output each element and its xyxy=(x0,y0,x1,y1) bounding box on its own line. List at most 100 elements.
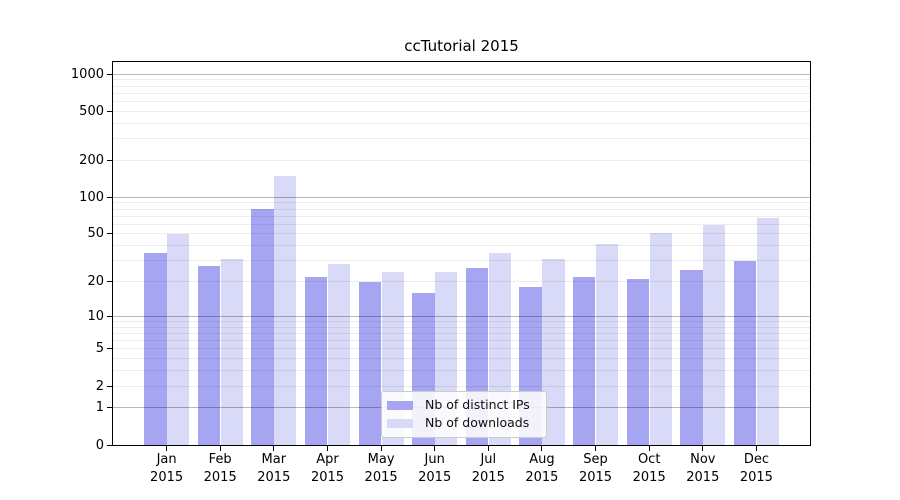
gridline-major xyxy=(113,196,810,198)
gridline-minor xyxy=(113,138,810,139)
y-tick-label: 100 xyxy=(79,189,104,205)
y-tick-mark xyxy=(107,196,112,198)
legend: Nb of distinct IPs Nb of downloads xyxy=(381,391,547,438)
x-tick-label-dec: Dec 2015 xyxy=(739,452,773,485)
bar-downloads-apr xyxy=(328,264,351,445)
gridline-minor xyxy=(113,348,810,350)
legend-item-distinct-ips: Nb of distinct IPs xyxy=(382,396,546,414)
y-tick-label: 0 xyxy=(95,437,104,453)
bar-downloads-nov xyxy=(703,225,726,445)
x-tick-label-aug: Aug 2015 xyxy=(525,452,559,485)
y-tick-label: 50 xyxy=(87,226,104,242)
legend-label-downloads: Nb of downloads xyxy=(425,415,530,430)
x-tick-label-oct: Oct 2015 xyxy=(632,452,666,485)
gridline-minor xyxy=(113,110,810,112)
plot-canvas xyxy=(113,62,810,445)
x-tick-label-nov: Nov 2015 xyxy=(686,452,720,485)
gridline-minor xyxy=(113,85,810,87)
x-tick-mark xyxy=(327,446,328,451)
bar-distinct-ips-mar xyxy=(251,209,274,445)
y-tick-label: 10 xyxy=(87,308,104,324)
gridline-minor xyxy=(113,340,810,341)
gridline-major xyxy=(113,73,810,75)
gridline-minor xyxy=(113,223,810,225)
x-tick-mark xyxy=(273,446,275,451)
legend-swatch-downloads xyxy=(387,418,413,428)
y-tick-mark xyxy=(107,73,112,75)
bar-distinct-ips-feb xyxy=(197,266,221,445)
gridline-minor xyxy=(113,370,810,372)
y-tick-label: 500 xyxy=(79,103,104,119)
legend-label-distinct-ips: Nb of distinct IPs xyxy=(425,397,530,412)
y-tick-label: 1000 xyxy=(70,66,104,82)
x-tick-mark xyxy=(166,446,168,451)
gridline-minor xyxy=(113,79,810,81)
x-tick-mark xyxy=(648,446,650,451)
y-tick-mark xyxy=(107,348,112,350)
legend-item-downloads: Nb of downloads xyxy=(382,414,546,432)
gridline-minor xyxy=(113,385,810,387)
bar-downloads-dec xyxy=(756,218,780,445)
gridline-minor xyxy=(113,326,810,328)
y-tick-mark xyxy=(107,233,112,235)
gridline-minor xyxy=(113,122,810,124)
gridline-minor xyxy=(113,208,810,210)
y-tick-mark xyxy=(107,281,112,282)
gridline-minor xyxy=(113,281,810,282)
gridline-minor xyxy=(113,92,810,94)
x-tick-label-mar: Mar 2015 xyxy=(257,452,291,485)
plot-area: Nb of distinct IPs Nb of downloads xyxy=(112,61,811,446)
gridline-major xyxy=(113,315,810,317)
y-tick-mark xyxy=(107,407,112,409)
bar-downloads-oct xyxy=(649,232,672,445)
bar-downloads-aug xyxy=(542,258,565,445)
y-tick-label: 5 xyxy=(95,341,104,357)
y-tick-mark xyxy=(107,385,112,387)
x-tick-mark xyxy=(219,446,221,451)
x-tick-label-jul: Jul 2015 xyxy=(471,452,505,485)
gridline-minor xyxy=(113,332,810,334)
y-tick-label: 20 xyxy=(87,274,104,289)
x-tick-mark xyxy=(595,446,596,451)
y-tick-mark xyxy=(107,444,112,446)
x-tick-label-jan: Jan 2015 xyxy=(150,452,184,485)
x-tick-mark xyxy=(755,446,757,451)
bar-downloads-feb xyxy=(220,258,243,445)
gridline-minor xyxy=(113,358,810,360)
bar-distinct-ips-nov xyxy=(680,270,703,445)
bar-distinct-ips-oct xyxy=(626,279,650,445)
bar-distinct-ips-may xyxy=(358,281,382,445)
gridline-minor xyxy=(113,202,810,204)
y-tick-mark xyxy=(107,315,112,317)
chart-title: ccTutorial 2015 xyxy=(404,37,519,55)
gridline-minor xyxy=(113,159,810,161)
gridline-minor xyxy=(113,100,810,102)
gridline-minor xyxy=(113,320,810,322)
x-tick-label-may: May 2015 xyxy=(364,452,398,485)
bar-distinct-ips-sep xyxy=(572,276,596,445)
x-tick-label-sep: Sep 2015 xyxy=(578,452,613,485)
x-tick-mark xyxy=(434,446,436,451)
bar-downloads-jan xyxy=(167,233,190,445)
bar-distinct-ips-dec xyxy=(733,260,757,445)
y-tick-label: 200 xyxy=(79,152,104,168)
y-tick-mark xyxy=(107,110,112,112)
y-tick-label: 1 xyxy=(95,400,104,416)
y-tick-mark xyxy=(107,159,112,161)
bar-downloads-sep xyxy=(596,244,619,445)
bar-distinct-ips-apr xyxy=(304,276,328,445)
gridline-minor xyxy=(113,215,810,217)
x-tick-label-jun: Jun 2015 xyxy=(418,452,452,485)
x-tick-mark xyxy=(541,446,543,451)
y-tick-label: 2 xyxy=(95,378,104,394)
bar-distinct-ips-jan xyxy=(144,252,167,445)
gridline-minor xyxy=(113,260,810,262)
bar-downloads-mar xyxy=(274,175,297,445)
x-tick-label-feb: Feb 2015 xyxy=(203,452,237,485)
x-tick-label-apr: Apr 2015 xyxy=(310,452,345,485)
gridline-minor xyxy=(113,233,810,235)
x-tick-mark xyxy=(380,446,382,451)
legend-swatch-distinct-ips xyxy=(387,400,413,410)
gridline-minor xyxy=(113,245,810,247)
